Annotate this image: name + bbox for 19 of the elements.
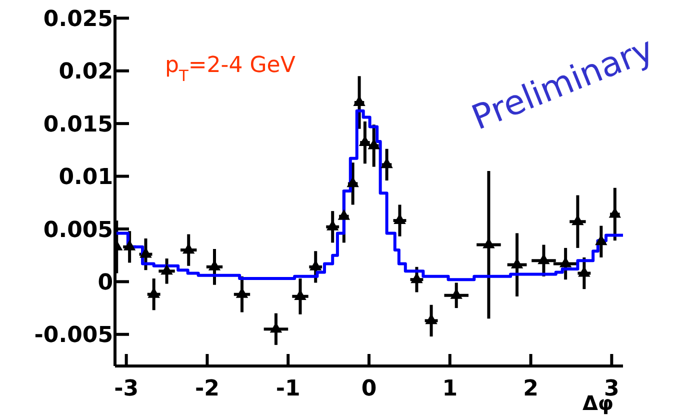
y-tick-label: 0.01 [58,165,113,190]
point [123,240,136,250]
y-tick-label: 0.015 [43,112,113,138]
x-tick-label: 0 [361,376,377,402]
x-tick-label: -2 [194,376,220,402]
point [346,176,359,188]
y-tick-label: 0.02 [58,60,113,85]
annotation: p$_{T}$=2-4 GeV [165,53,296,85]
x-tick-label: -1 [276,376,300,402]
y-tick-label: 0.025 [43,6,113,32]
point [410,272,423,284]
y-tick-label: 0 [98,270,113,296]
x-tick-label: 1 [442,376,458,402]
y-tick-label: 0.005 [43,218,113,243]
y-tick-label: -0.005 [34,323,113,348]
x-tick-label: -3 [114,376,139,402]
point [160,264,173,275]
point [338,209,350,220]
x-tick-label: 2 [523,376,538,402]
